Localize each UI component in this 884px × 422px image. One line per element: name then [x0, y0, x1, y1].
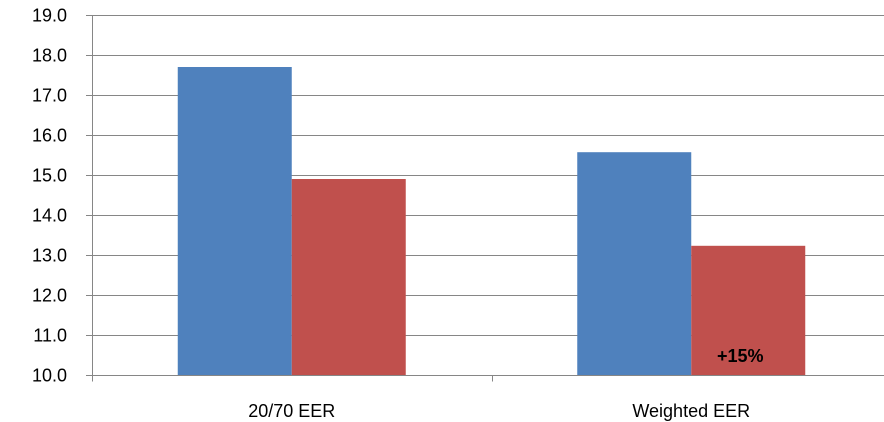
labels: 10.0 11.0 12.0 13.0 14.0 15.0 16.0 17.0 18.0 19.0… — [32, 6, 764, 422]
x-category-label: 20/70 EER — [248, 401, 335, 421]
y-tick-label: 13.0 — [32, 246, 67, 266]
y-tick-label: 17.0 — [32, 86, 67, 106]
y-tick-label: 15.0 — [32, 166, 67, 186]
y-tick-label: 16.0 — [32, 126, 67, 146]
y-tick-label: 19.0 — [32, 6, 67, 26]
bar-1-series-1 — [177, 67, 292, 375]
x-category-label: Weighted EER — [632, 401, 750, 421]
y-tick-label: 12.0 — [32, 286, 67, 306]
y-tick-label: 14.0 — [32, 206, 67, 226]
y-tick-label: 18.0 — [32, 46, 67, 66]
y-tick-label: 10.0 — [32, 366, 67, 386]
bar-2-series-2 — [691, 245, 806, 375]
bar-2-series-1 — [577, 152, 692, 375]
bar-1-series-2 — [291, 179, 406, 375]
y-tick-label: 11.0 — [33, 326, 67, 346]
bars — [177, 67, 806, 375]
annotation-label: +15% — [717, 346, 764, 366]
axes — [86, 15, 884, 382]
